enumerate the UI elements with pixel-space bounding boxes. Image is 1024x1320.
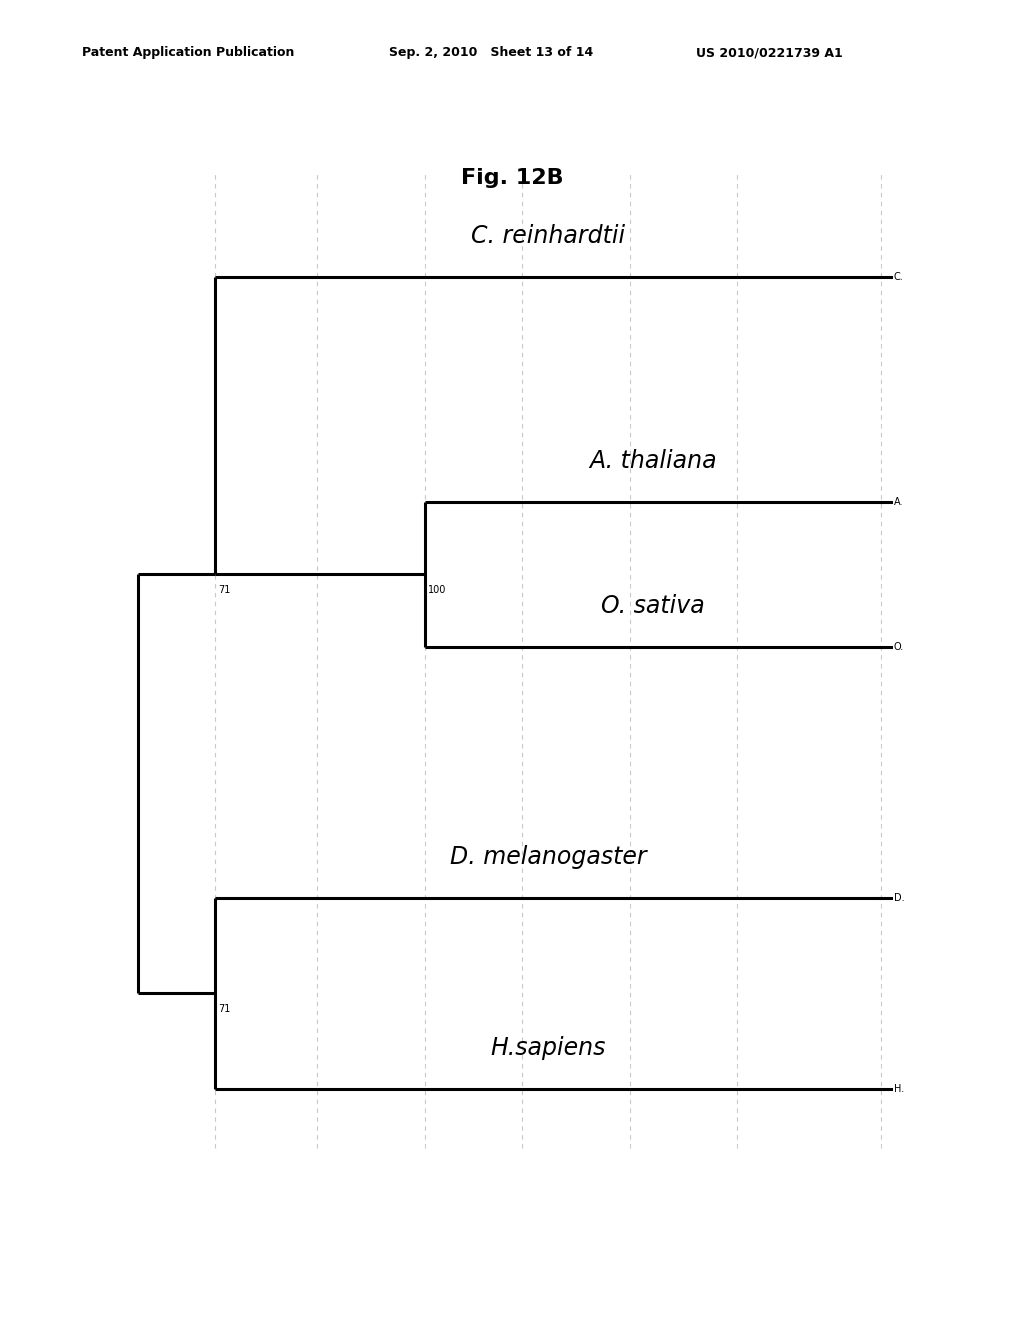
- Text: Patent Application Publication: Patent Application Publication: [82, 46, 294, 59]
- Text: O.: O.: [894, 642, 904, 652]
- Text: D. melanogaster: D. melanogaster: [450, 845, 646, 869]
- Text: Sep. 2, 2010   Sheet 13 of 14: Sep. 2, 2010 Sheet 13 of 14: [389, 46, 593, 59]
- Text: A. thaliana: A. thaliana: [589, 449, 717, 473]
- Text: D.: D.: [894, 892, 904, 903]
- Text: 71: 71: [218, 585, 230, 595]
- Text: A.: A.: [894, 496, 903, 507]
- Text: 71: 71: [218, 1003, 230, 1014]
- Text: C. reinhardtii: C. reinhardtii: [471, 224, 625, 248]
- Text: Fig. 12B: Fig. 12B: [461, 168, 563, 189]
- Text: US 2010/0221739 A1: US 2010/0221739 A1: [696, 46, 843, 59]
- Text: O. sativa: O. sativa: [601, 594, 705, 618]
- Text: H.sapiens: H.sapiens: [490, 1036, 605, 1060]
- Text: 100: 100: [428, 585, 446, 595]
- Text: C.: C.: [894, 272, 904, 282]
- Text: H.: H.: [894, 1084, 904, 1094]
